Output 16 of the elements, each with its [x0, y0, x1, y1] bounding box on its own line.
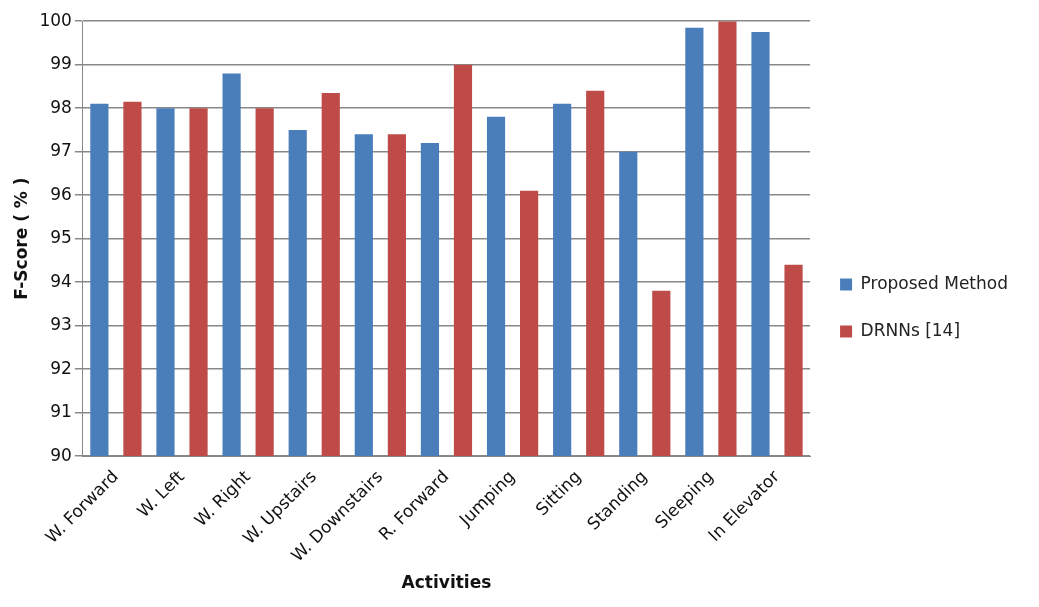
x-tick-label: W. Left: [133, 465, 189, 522]
y-tick-label: 99: [50, 53, 72, 74]
legend-label: Proposed Method: [860, 272, 1009, 293]
y-tick-label: 96: [50, 183, 72, 204]
y-tick-label: 90: [50, 444, 72, 465]
y-tick-label: 93: [50, 314, 72, 335]
y-tick-label: 95: [50, 227, 72, 248]
y-tick-label: 100: [39, 9, 72, 30]
y-tick-label: 91: [50, 401, 72, 422]
y-axis-title: F-Score ( % ): [10, 177, 31, 300]
legend-label: DRNNs [14]: [860, 319, 961, 340]
y-tick-label: 98: [50, 96, 72, 117]
y-tick-label: 94: [50, 270, 72, 291]
y-tick-label: 97: [50, 140, 72, 161]
y-tick-label: 92: [50, 357, 72, 378]
x-axis-title: Activities: [401, 572, 492, 593]
